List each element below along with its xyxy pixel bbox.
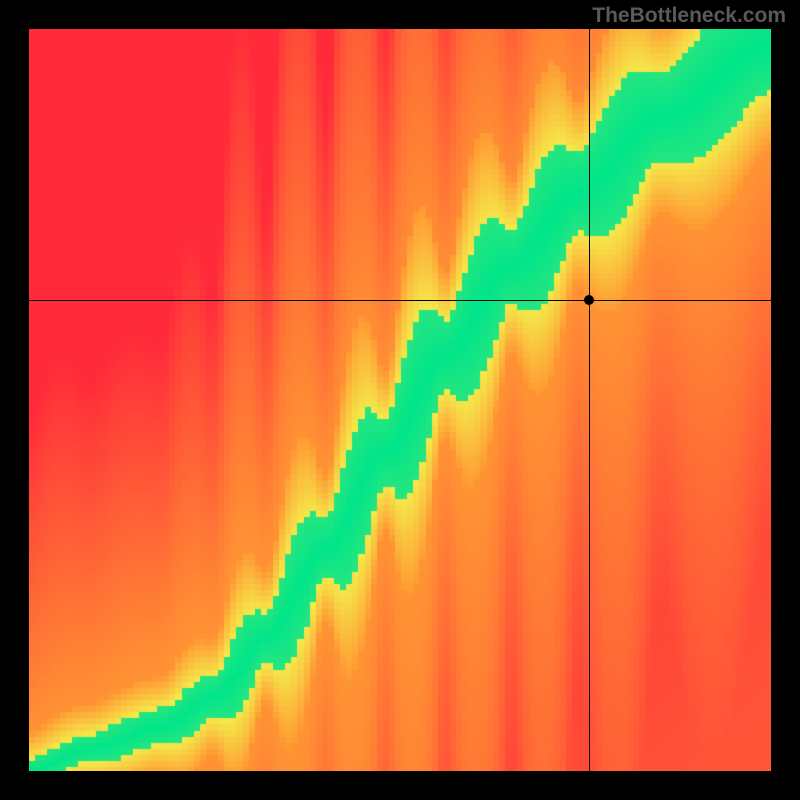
watermark-text: TheBottleneck.com: [592, 4, 786, 28]
chart-container: TheBottleneck.com: [0, 0, 800, 800]
crosshair-vertical: [589, 29, 590, 771]
heatmap-canvas: [29, 29, 771, 771]
crosshair-horizontal: [29, 300, 771, 301]
intersection-marker: [584, 295, 594, 305]
